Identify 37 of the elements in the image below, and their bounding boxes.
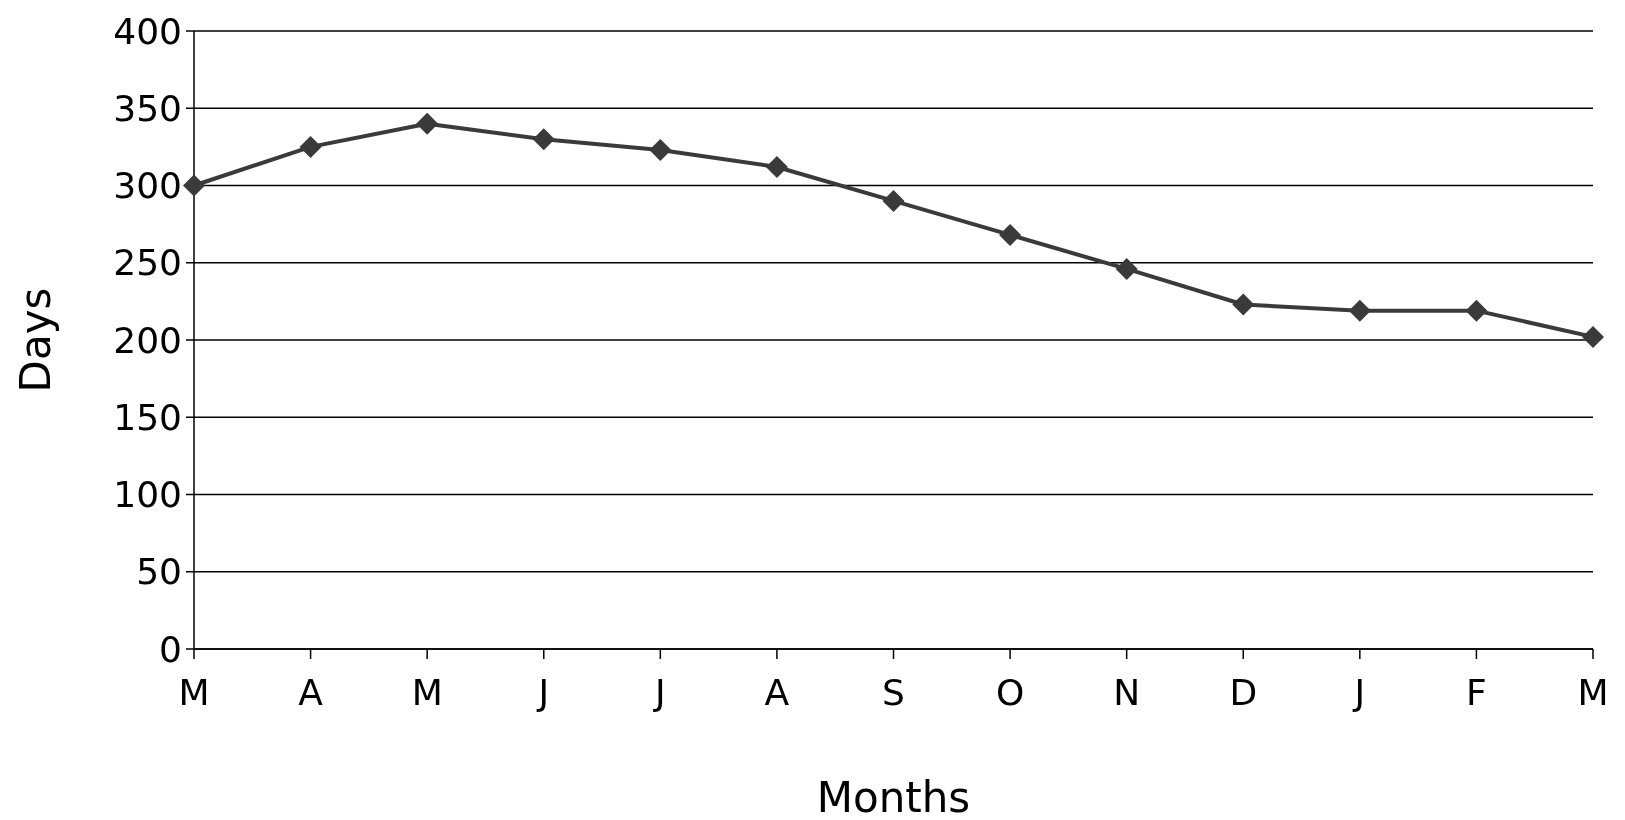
point (183, 174, 205, 197)
y-tick-label: 100 (113, 474, 182, 516)
x-tick-label: M (178, 672, 210, 713)
x-tick-label: O (995, 672, 1025, 713)
y-tick-label: 250 (113, 242, 182, 284)
x-tick-label: A (764, 672, 790, 713)
x-tick-label: M (411, 672, 443, 713)
y-tick-label: 0 (159, 628, 182, 670)
point (765, 155, 788, 178)
x-tick-label: J (653, 672, 666, 713)
point (1348, 299, 1371, 322)
y-tick-label: 400 (113, 10, 182, 52)
point (532, 128, 555, 151)
x-tick-label: S (882, 672, 905, 713)
x-tick-label: N (1113, 672, 1141, 713)
point (416, 112, 439, 135)
point (1232, 293, 1255, 316)
point (299, 135, 322, 158)
y-tick-label: 350 (113, 87, 182, 129)
x-tick-label: M (1577, 672, 1609, 713)
y-axis-title: Days (11, 287, 60, 393)
point (999, 223, 1022, 246)
point (1582, 325, 1604, 348)
x-tick-label: J (536, 672, 550, 713)
point (882, 189, 905, 212)
y-tick-label: 300 (113, 165, 182, 207)
y-tick-label: 50 (136, 551, 182, 593)
y-tick-label: 150 (113, 396, 182, 438)
point (1115, 257, 1138, 280)
x-tick-label: D (1229, 672, 1258, 713)
x-tick-label: A (298, 672, 324, 713)
point (649, 138, 672, 161)
x-tick-label: F (1466, 672, 1487, 713)
x-tick-label: J (1352, 672, 1366, 713)
y-tick-label: 200 (113, 319, 182, 361)
point (1465, 299, 1488, 322)
x-axis-title: Months (816, 773, 971, 820)
